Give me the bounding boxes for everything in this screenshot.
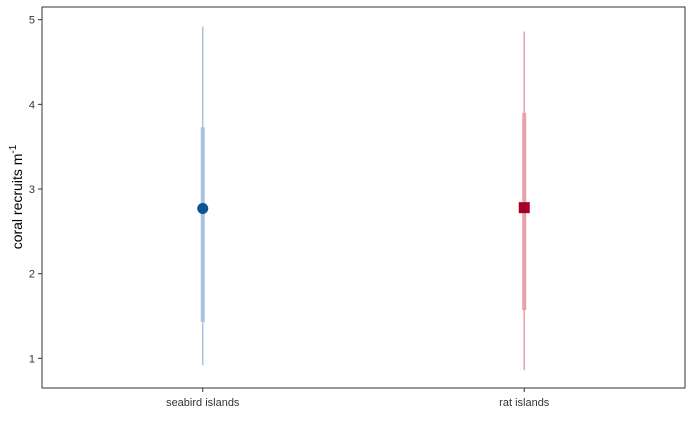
y-tick-label: 3 <box>29 184 35 196</box>
y-axis-title: coral recruits m-1 <box>8 144 25 249</box>
y-tick-label: 4 <box>29 99 35 111</box>
x-axis: seabird islands rat islands <box>166 388 550 409</box>
plot-panel <box>41 6 686 389</box>
y-axis-title-text: coral recruits m <box>9 154 25 250</box>
estimate-point <box>518 202 530 214</box>
data-marks <box>197 26 530 371</box>
estimate-point <box>197 203 209 215</box>
y-tick-label: 1 <box>29 353 35 365</box>
y-axis: 1 2 3 4 5 <box>29 15 42 365</box>
x-tick-label: seabird islands <box>166 397 240 409</box>
y-tick-label: 5 <box>29 15 35 27</box>
y-tick-label: 2 <box>29 269 35 281</box>
x-tick-label: rat islands <box>499 397 550 409</box>
y-axis-title-superscript: -1 <box>8 144 19 153</box>
